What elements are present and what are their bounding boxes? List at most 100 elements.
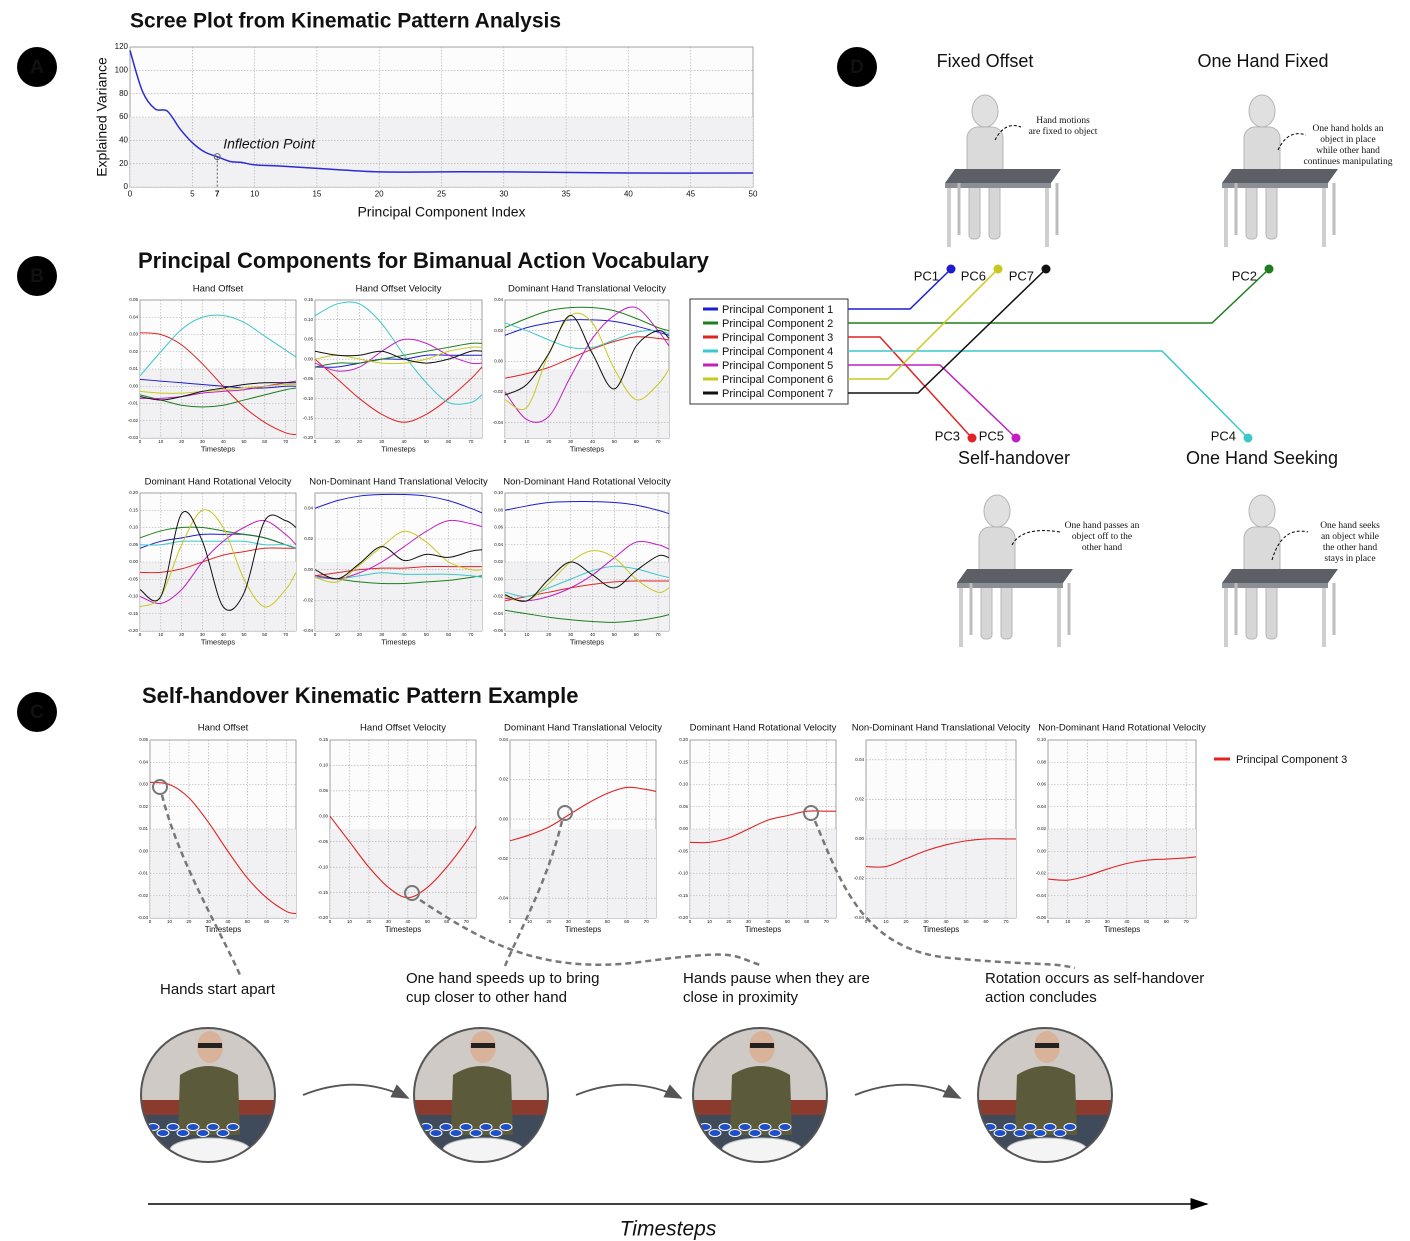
x-tick-label: 20 [726,919,732,924]
y-tick-label: 0.00 [855,836,864,841]
photo-cup [207,1124,219,1131]
y-tick-label: -0.04 [1036,893,1047,898]
chart-title: Scree Plot from Kinematic Pattern Analys… [130,10,561,33]
chart-title: Dominant Hand Rotational Velocity [690,723,837,734]
y-tick-label: -0.10 [128,594,139,599]
panel-label: A [30,57,44,78]
y-tick-label: 0.06 [1037,782,1046,787]
y-tick-label: -0.02 [303,598,314,603]
y-tick-label: 0.00 [304,356,313,361]
y-tick-label: 0.15 [304,297,313,302]
x-tick-label: 10 [524,439,530,444]
y-tick-label: -0.20 [318,915,329,920]
x-tick-label: 70 [656,439,662,444]
x-tick-label: 0 [504,439,507,444]
scenario-title: Fixed Offset [937,51,1034,71]
x-tick-label: 20 [366,919,372,924]
table-top [945,169,1061,183]
y-tick-label: -0.15 [318,890,329,895]
x-tick-label: 0 [1047,919,1050,924]
x-tick-label: 60 [262,439,268,444]
connector [848,269,1046,393]
x-axis-label: Timesteps [565,925,602,934]
x-tick-label: 10 [524,632,530,637]
x-tick-label: 20 [357,632,363,637]
y-tick-label: 0.10 [129,525,138,530]
x-tick-label: 40 [585,919,591,924]
table-top [1222,169,1338,183]
y-tick-label: 0.05 [304,337,313,342]
x-axis-label: Timesteps [570,638,605,647]
x-tick-label: 10 [527,919,533,924]
y-tick-label: -0.02 [1036,871,1047,876]
x-tick-label: 40 [590,632,596,637]
x-tick-label: 50 [963,919,969,924]
y-tick-label: -0.20 [128,628,139,633]
photo-cup [460,1124,472,1131]
table-top [1222,569,1338,583]
x-tick-label: 70 [824,919,830,924]
photo-cup [480,1124,492,1131]
y-tick-label: 0.00 [139,848,148,853]
x-tick-label: 0 [128,189,133,198]
chart-title: Non-Dominant Hand Translational Velocity [309,477,488,488]
x-axis-label: Timesteps [385,925,422,934]
connector-end [1244,434,1253,443]
y-tick-label: 0.02 [139,804,148,809]
y-tick-label: 0.02 [494,328,503,333]
legend-label: Principal Component 7 [722,388,833,400]
x-axis-label: Timesteps [205,925,242,934]
callout-text: One hand passes an [1065,521,1140,531]
photo-cup [490,1130,502,1137]
chart-title: Dominant Hand Rotational Velocity [145,477,292,488]
photo-cup [709,1130,721,1137]
photo-bowl [170,1138,250,1162]
photo [141,1028,275,1175]
photo-cup [729,1130,741,1137]
photo-bowl [1007,1138,1087,1162]
y-tick-label: -0.15 [303,415,314,420]
pc-label: PC5 [979,428,1004,443]
step-arrow [855,1085,960,1098]
step-arrow [303,1085,408,1098]
x-tick-label: 40 [221,632,227,637]
photo [978,1028,1112,1175]
x-tick-label: 0 [314,439,317,444]
y-tick-label: 80 [119,89,128,98]
x-tick-label: 50 [425,919,431,924]
figure: Principal Components for Bimanual Action… [0,0,1410,1241]
chart-title: Hand Offset Velocity [356,284,442,295]
y-tick-label: 0.08 [1037,759,1046,764]
annotation: Inflection Point [223,135,316,151]
x-tick-label: 20 [375,189,384,198]
connector [848,269,1269,323]
y-tick-label: -0.03 [138,915,149,920]
annotation-text: action concludes [985,989,1097,1006]
y-tick-label: -0.10 [303,396,314,401]
x-tick-label: 30 [499,189,508,198]
y-tick-label: 0.15 [129,507,138,512]
y-tick-label: -0.02 [493,594,504,599]
x-axis-label: Principal Component Index [357,204,525,220]
x-tick-label: 20 [186,919,192,924]
x-tick-label: 70 [464,919,470,924]
callout-line [1012,531,1060,545]
x-tick-label: 15 [312,189,321,198]
plot-shade [315,369,482,438]
x-tick-label: 70 [644,919,650,924]
x-axis-label: Timesteps [570,445,605,454]
connector-end [994,265,1003,274]
scenario-title: Self-handover [958,448,1070,468]
x-tick-label: 30 [379,632,385,637]
pc-label: PC6 [961,268,986,283]
y-tick-label: -0.02 [128,418,139,423]
annotation-text: cup closer to other hand [406,989,567,1006]
callout-text: object in place [1320,135,1375,145]
x-tick-label: 30 [566,919,572,924]
y-tick-label: 0.10 [319,763,328,768]
annotation-text: Hands start apart [160,981,276,998]
panel-label: B [30,266,44,287]
y-tick-label: 0.02 [855,797,864,802]
photo-cup [167,1124,179,1131]
x-tick-label: 40 [405,919,411,924]
